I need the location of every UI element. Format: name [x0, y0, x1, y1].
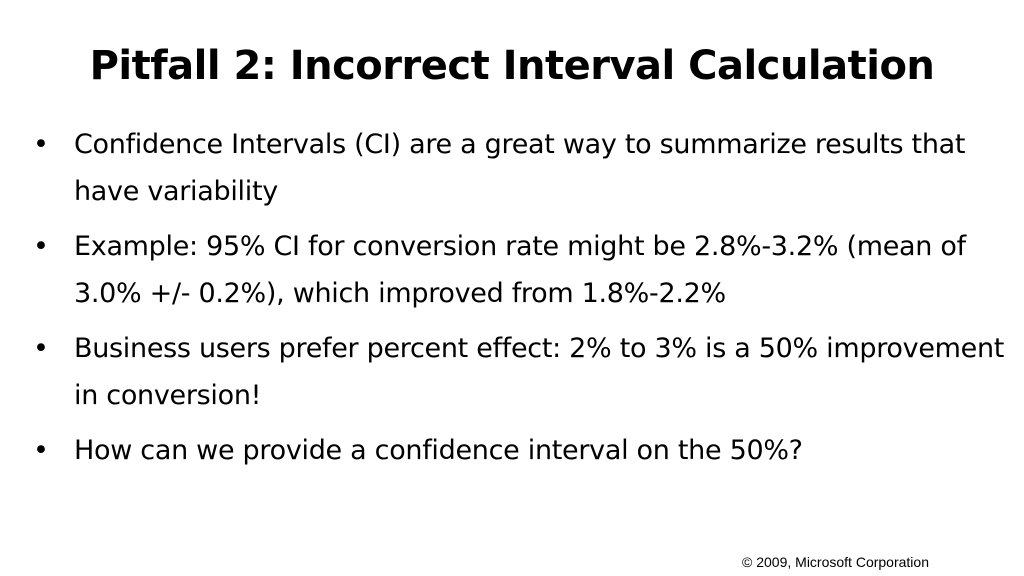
- bullet-icon: •: [33, 435, 49, 466]
- bullet-item: • Business users prefer percent effect: …: [30, 325, 1020, 419]
- bullet-text: Example: 95% CI for conversion rate migh…: [74, 231, 966, 309]
- bullet-icon: •: [33, 231, 49, 262]
- bullet-text: Confidence Intervals (CI) are a great wa…: [74, 129, 966, 207]
- bullet-item: • Confidence Intervals (CI) are a great …: [30, 121, 1020, 215]
- bullet-text: How can we provide a confidence interval…: [74, 435, 803, 466]
- copyright-footer: © 2009, Microsoft Corporation: [742, 554, 929, 570]
- slide-title: Pitfall 2: Incorrect Interval Calculatio…: [89, 43, 935, 89]
- bullet-icon: •: [33, 129, 49, 160]
- bullet-text: Business users prefer percent effect: 2%…: [74, 333, 1005, 411]
- bullet-item: • Example: 95% CI for conversion rate mi…: [30, 223, 1020, 317]
- bullet-list: • Confidence Intervals (CI) are a great …: [30, 121, 1020, 482]
- bullet-icon: •: [33, 333, 49, 364]
- bullet-item: • How can we provide a confidence interv…: [30, 427, 1020, 474]
